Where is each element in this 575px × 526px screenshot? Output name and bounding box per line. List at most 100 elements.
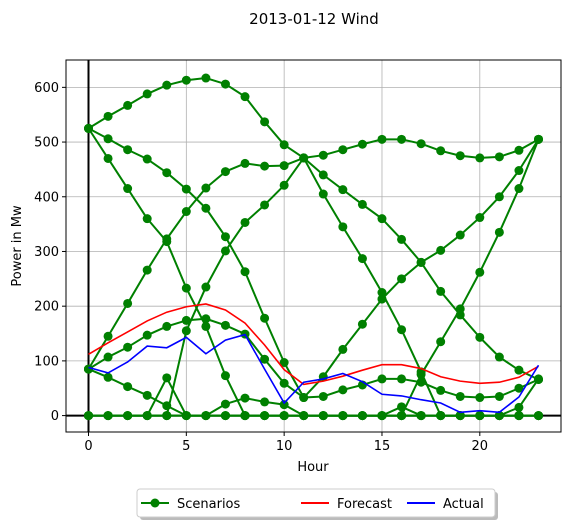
y-axis-label: Power in Mw xyxy=(10,205,25,287)
scenario-7-point-18 xyxy=(436,286,446,296)
scenario-1-point-20 xyxy=(475,153,485,163)
scenario-1-point-4 xyxy=(162,80,172,90)
scenario-9-point-9 xyxy=(260,397,270,407)
scenario-6-point-3 xyxy=(142,390,152,400)
scenario-7-point-6 xyxy=(201,282,211,292)
legend-scenarios: Scenarios xyxy=(141,497,241,512)
x-tick-label-0: 0 xyxy=(84,439,92,454)
scenario-9-point-23 xyxy=(534,374,543,384)
scenario-9-point-16 xyxy=(397,402,407,412)
scenario-5-point-5 xyxy=(181,315,191,325)
scenario-2-point-1 xyxy=(103,134,113,144)
legend-actual-label: Actual xyxy=(443,497,484,512)
scenario-7-point-12 xyxy=(318,170,328,180)
scenario-2-point-21 xyxy=(494,192,504,202)
scenario-7-point-16 xyxy=(397,234,407,244)
scenario-1-point-9 xyxy=(260,117,270,127)
y-tick-label-0: 0 xyxy=(51,409,59,424)
legend-forecast: Forecast xyxy=(301,497,392,512)
scenario-5-point-18 xyxy=(436,385,446,395)
scenario-7-point-7 xyxy=(220,246,230,256)
scenario-2-point-20 xyxy=(475,213,485,223)
x-tick-label-20: 20 xyxy=(472,439,489,454)
scenario-6-point-0 xyxy=(84,364,93,374)
scenario-1-point-3 xyxy=(142,89,152,99)
scenario-10-point-23 xyxy=(534,411,543,421)
scenario-10-point-0 xyxy=(84,411,93,421)
scenario-1-point-13 xyxy=(338,145,348,155)
scenario-series-10 xyxy=(84,411,543,421)
scenario-1-point-18 xyxy=(436,146,446,156)
legend-forecast-label: Forecast xyxy=(337,497,392,512)
scenario-5-point-6 xyxy=(201,314,211,324)
scenario-6-point-1 xyxy=(103,372,113,382)
scenario-9-point-10 xyxy=(279,400,289,410)
scenario-2-point-4 xyxy=(162,168,172,178)
scenario-5-point-11 xyxy=(299,393,309,403)
scenario-1-point-15 xyxy=(377,134,387,144)
legend-scenarios-marker xyxy=(150,498,160,508)
scenario-5-point-2 xyxy=(123,342,133,352)
scenario-1-point-19 xyxy=(455,151,465,161)
scenario-7-point-11 xyxy=(299,153,309,163)
scenario-series-5 xyxy=(84,314,543,403)
scenario-7-point-17 xyxy=(416,257,426,267)
scenario-4-point-8 xyxy=(240,158,250,168)
scenario-7-point-22 xyxy=(514,365,524,375)
scenario-3-point-5 xyxy=(181,283,191,293)
scenario-4-point-14 xyxy=(357,254,367,264)
scenario-3-point-2 xyxy=(123,184,133,194)
scenario-2-point-8 xyxy=(240,267,250,277)
scenario-10-point-11 xyxy=(299,411,309,421)
y-tick-label-400: 400 xyxy=(34,190,59,205)
scenario-4-point-1 xyxy=(103,331,113,341)
scenario-4-point-12 xyxy=(318,189,328,199)
x-axis-label: Hour xyxy=(297,460,329,475)
scenario-10-point-15 xyxy=(377,411,387,421)
scenario-10-point-22 xyxy=(514,411,524,421)
scenario-9-point-22 xyxy=(514,402,524,412)
scenario-5-point-3 xyxy=(142,330,152,340)
scenario-4-point-16 xyxy=(397,325,407,335)
scenario-10-point-18 xyxy=(436,411,446,421)
scenario-10-point-1 xyxy=(103,411,113,421)
y-tick-label-500: 500 xyxy=(34,136,59,151)
y-tick-label-300: 300 xyxy=(34,245,59,260)
scenario-8-point-19 xyxy=(455,304,465,314)
scenario-9-point-8 xyxy=(240,393,250,403)
scenario-10-point-12 xyxy=(318,411,328,421)
y-tick-label-100: 100 xyxy=(34,354,59,369)
scenario-5-point-19 xyxy=(455,391,465,401)
scenario-2-point-3 xyxy=(142,154,152,164)
plot-background xyxy=(66,60,561,432)
scenario-8-point-17 xyxy=(416,370,426,380)
scenario-1-point-1 xyxy=(103,111,113,121)
scenario-9-point-7 xyxy=(220,399,230,409)
scenario-4-point-10 xyxy=(279,161,289,171)
scenario-1-point-14 xyxy=(357,139,367,149)
scenario-10-point-21 xyxy=(494,411,504,421)
scenario-10-point-20 xyxy=(475,411,485,421)
scenario-3-point-1 xyxy=(103,153,113,163)
scenario-1-point-16 xyxy=(397,134,407,144)
scenario-10-point-6 xyxy=(201,411,211,421)
scenario-4-point-13 xyxy=(338,222,348,232)
scenario-1-point-6 xyxy=(201,73,211,83)
scenario-8-point-21 xyxy=(494,227,504,237)
scenario-5-point-10 xyxy=(279,378,289,388)
scenario-1-point-17 xyxy=(416,139,426,149)
scenario-1-point-5 xyxy=(181,75,191,85)
scenario-2-point-2 xyxy=(123,145,133,155)
scenario-5-point-7 xyxy=(220,320,230,330)
scenario-1-point-10 xyxy=(279,140,289,150)
legend: Scenarios Forecast Actual xyxy=(136,488,498,520)
scenario-10-point-10 xyxy=(279,411,289,421)
scenario-4-point-15 xyxy=(377,288,387,297)
scenario-10-point-19 xyxy=(455,411,465,421)
scenario-8-point-18 xyxy=(436,337,446,347)
scenario-2-point-13 xyxy=(338,344,348,354)
scenario-2-point-16 xyxy=(397,274,407,284)
scenario-4-point-6 xyxy=(201,183,211,193)
scenario-4-point-7 xyxy=(220,167,230,177)
scenario-1-point-22 xyxy=(514,145,524,155)
